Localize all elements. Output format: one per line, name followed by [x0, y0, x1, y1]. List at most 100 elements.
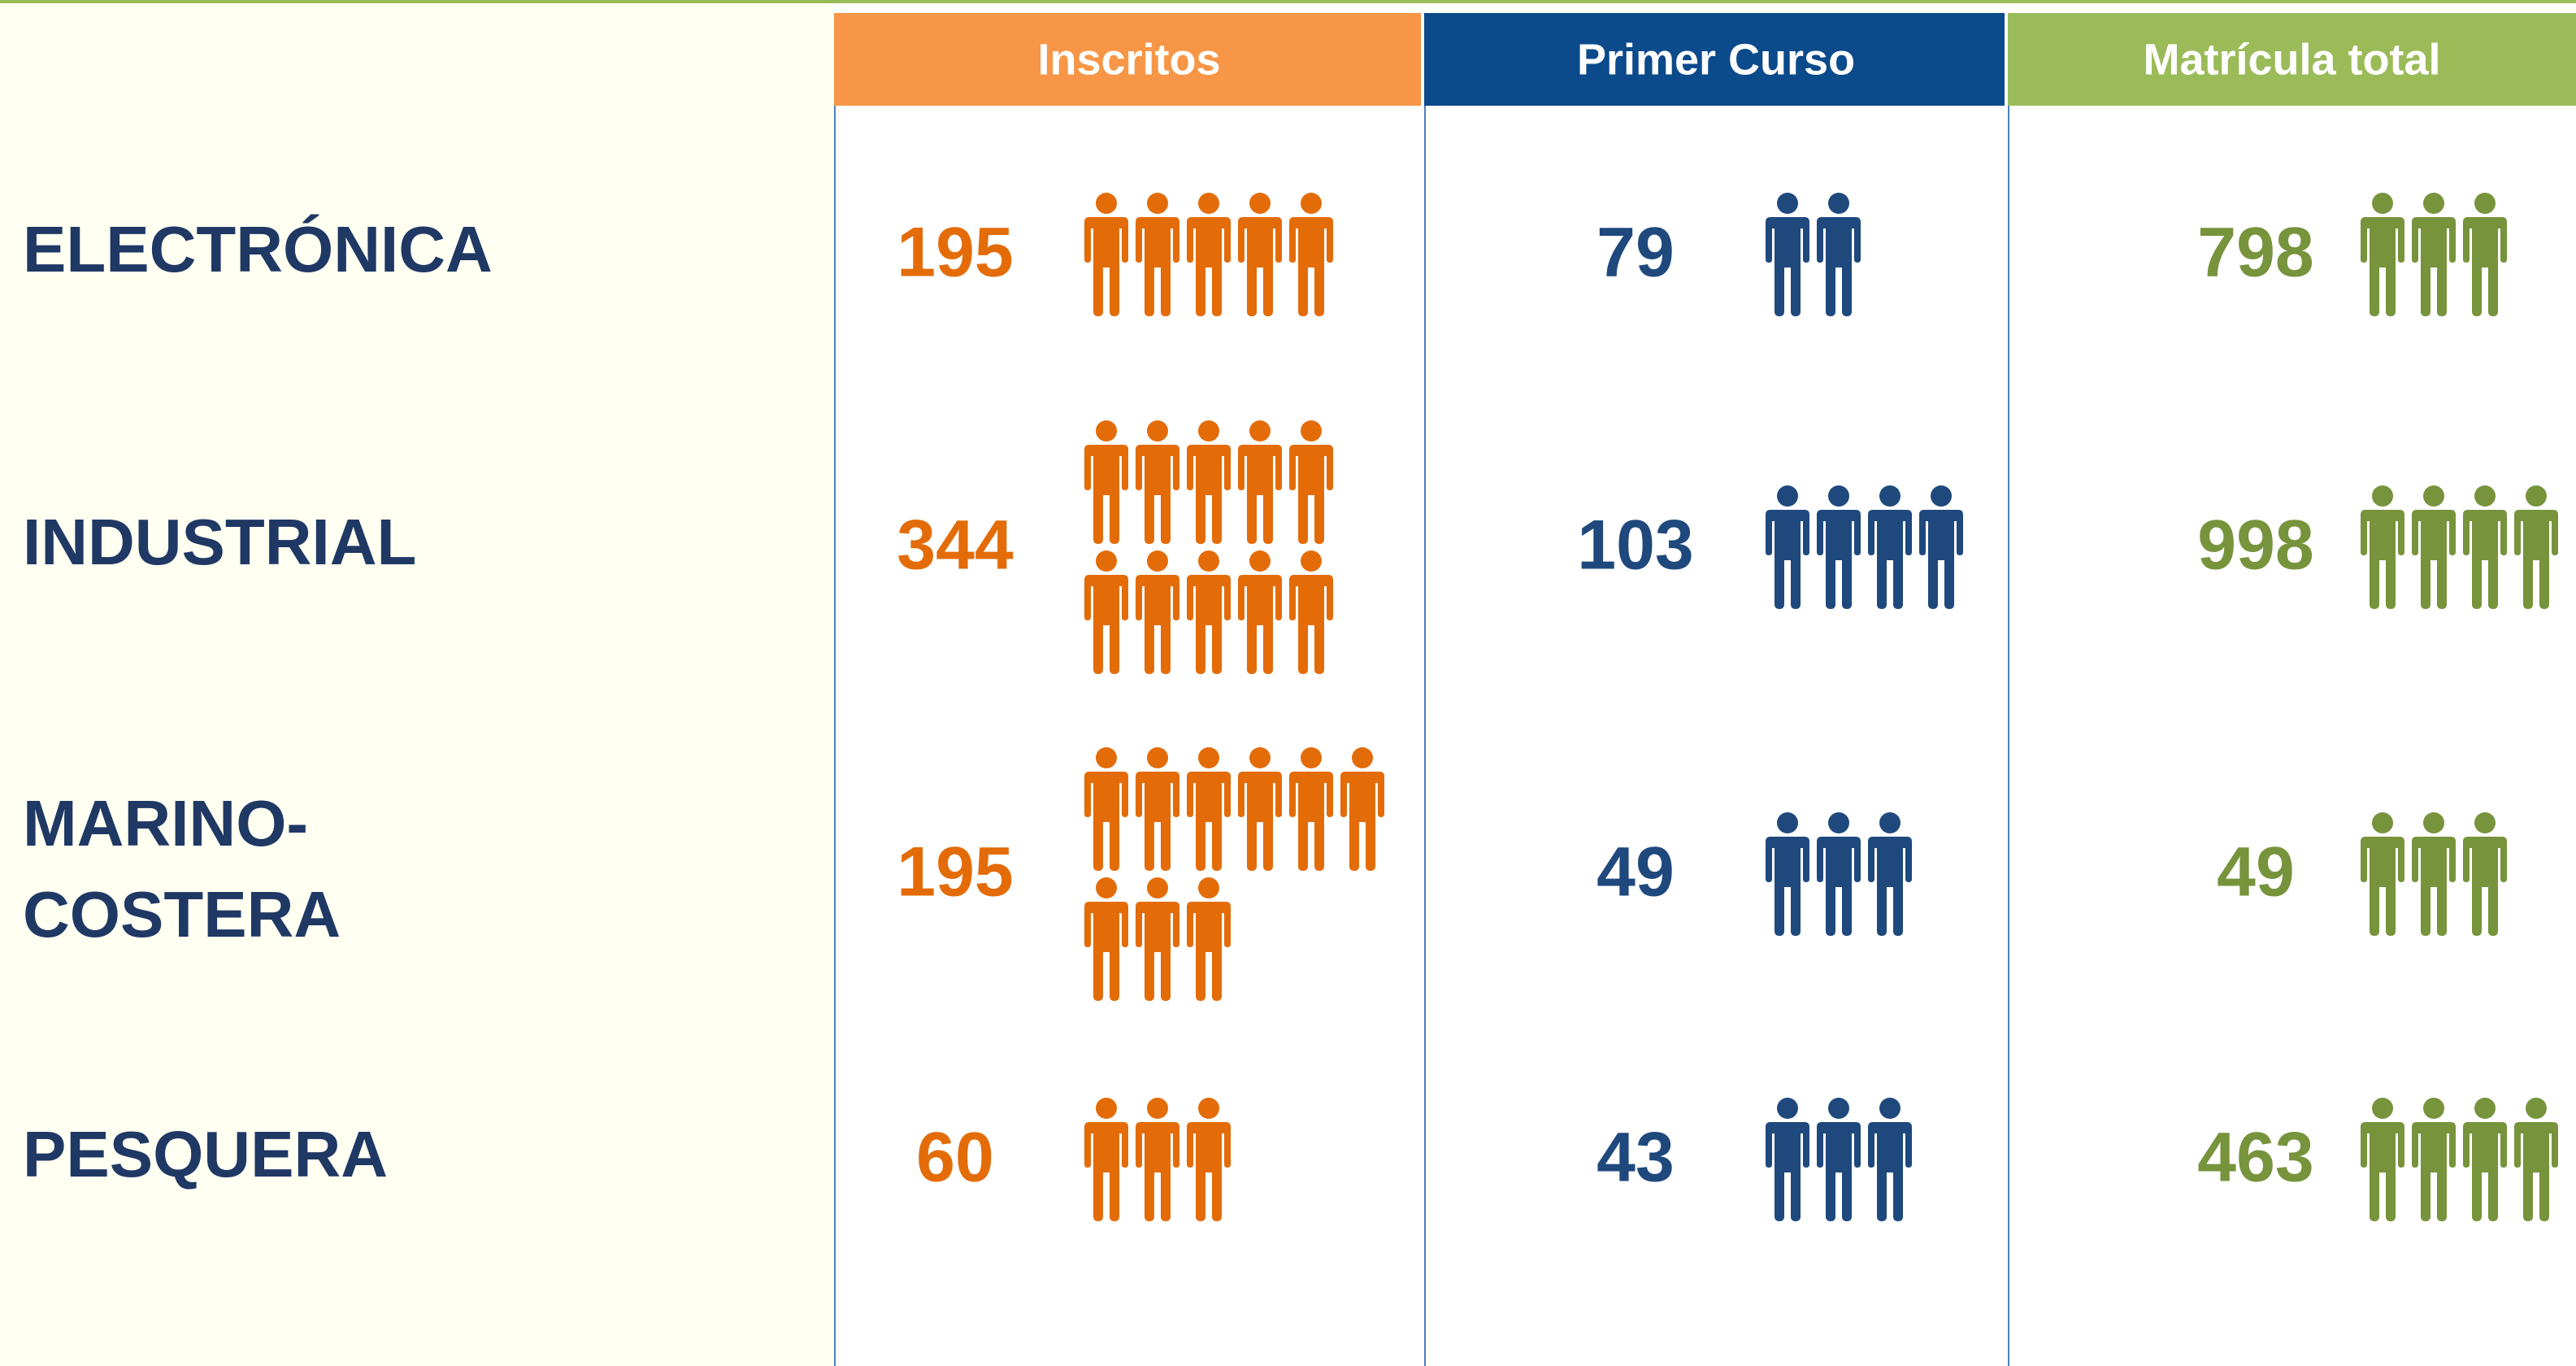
person-icon	[1766, 193, 1809, 316]
person-icon	[2412, 485, 2456, 609]
person-icon	[2463, 812, 2507, 936]
icon-body	[1919, 510, 1963, 609]
icon-body	[1187, 772, 1231, 871]
person-icon	[1766, 812, 1809, 936]
icon-body	[1187, 575, 1231, 674]
icon-head	[1828, 193, 1849, 214]
person-icon	[2514, 485, 2558, 609]
icon-body	[1084, 902, 1128, 1001]
icon-body	[1136, 772, 1179, 871]
icon-head	[1198, 877, 1219, 898]
icon-head	[1301, 550, 1322, 572]
cell-value: 463	[2197, 1119, 2314, 1197]
icon-body	[1817, 510, 1861, 609]
person-icon	[1084, 1098, 1128, 1221]
icon-body	[2361, 837, 2404, 936]
person-icon	[1084, 420, 1128, 544]
icon-body	[1136, 1122, 1179, 1221]
icon-head	[1301, 193, 1322, 214]
person-icon	[1817, 485, 1861, 609]
icon-head	[1198, 1098, 1219, 1119]
person-icon	[1766, 485, 1809, 609]
icon-body	[1238, 575, 1282, 674]
person-icon	[1868, 1098, 1912, 1221]
person-icon	[1238, 193, 1282, 316]
person-icon	[1289, 193, 1333, 316]
icon-head	[2372, 812, 2393, 833]
cell-value: 998	[2197, 507, 2314, 585]
person-icon	[1187, 1098, 1231, 1221]
person-icon	[2361, 812, 2404, 936]
icon-body	[1238, 445, 1282, 544]
person-icon	[1084, 193, 1128, 316]
icon-body	[1340, 772, 1384, 871]
icon-head	[2526, 485, 2547, 507]
icon-head	[2474, 812, 2496, 833]
icon-head	[1879, 1098, 1901, 1119]
icon-body	[2463, 217, 2507, 316]
icon-body	[1817, 217, 1861, 316]
icon-body	[2412, 837, 2456, 936]
icon-head	[1147, 877, 1168, 898]
icon-body	[2463, 837, 2507, 936]
icon-head	[1249, 550, 1271, 572]
cell-value: 49	[1596, 833, 1675, 911]
icon-head	[1096, 877, 1117, 898]
cell-value: 103	[1577, 507, 1694, 585]
person-icon	[2361, 485, 2404, 609]
person-icon	[1289, 747, 1333, 871]
person-icon	[1289, 420, 1333, 544]
icon-head	[1249, 193, 1271, 214]
icon-head	[1352, 747, 1373, 768]
person-icon	[1084, 747, 1128, 871]
row-label: INDUSTRIAL	[23, 506, 416, 578]
icon-head	[1249, 420, 1271, 442]
icon-head	[1147, 550, 1168, 572]
icon-head	[1096, 747, 1117, 768]
row-label: PESQUERA	[23, 1118, 388, 1190]
cell-value: 79	[1596, 214, 1675, 292]
icon-body	[1187, 1122, 1231, 1221]
person-icon	[1238, 420, 1282, 544]
person-icon	[1766, 1098, 1809, 1221]
icon-body	[1817, 837, 1861, 936]
icon-body	[1187, 217, 1231, 316]
label-panel	[0, 0, 834, 1366]
cell-value: 49	[2217, 833, 2295, 911]
cell-value: 43	[1596, 1119, 1675, 1197]
cell-value: 798	[2197, 214, 2314, 292]
icon-body	[1084, 217, 1128, 316]
icon-head	[1147, 193, 1168, 214]
icon-body	[2463, 1122, 2507, 1221]
icon-body	[2361, 217, 2404, 316]
icon-body	[1766, 510, 1809, 609]
icon-head	[1096, 1098, 1117, 1119]
person-icon	[1919, 485, 1963, 609]
icon-body	[2361, 1122, 2404, 1221]
column-title: Inscritos	[1037, 35, 1220, 84]
person-icon	[1340, 747, 1384, 871]
column-title: Matrícula total	[2143, 35, 2440, 84]
icon-body	[1766, 217, 1809, 316]
person-icon	[1238, 747, 1282, 871]
person-icon	[2412, 1098, 2456, 1221]
icon-body	[1868, 837, 1912, 936]
icon-head	[1096, 420, 1117, 442]
icon-head	[2372, 193, 2393, 214]
column-title: Primer Curso	[1577, 35, 1855, 84]
icon-head	[1828, 1098, 1849, 1119]
icon-body	[1289, 445, 1333, 544]
person-icon	[1084, 877, 1128, 1001]
icon-head	[1198, 420, 1219, 442]
column-header	[1424, 13, 2005, 106]
row-label: MARINO-	[23, 787, 308, 859]
person-icon	[2463, 1098, 2507, 1221]
icon-head	[1828, 485, 1849, 507]
icon-body	[1136, 217, 1179, 316]
person-icon	[2463, 193, 2507, 316]
icon-head	[2423, 193, 2444, 214]
icon-body	[1084, 772, 1128, 871]
icon-body	[1817, 1122, 1861, 1221]
person-icon	[1868, 812, 1912, 936]
